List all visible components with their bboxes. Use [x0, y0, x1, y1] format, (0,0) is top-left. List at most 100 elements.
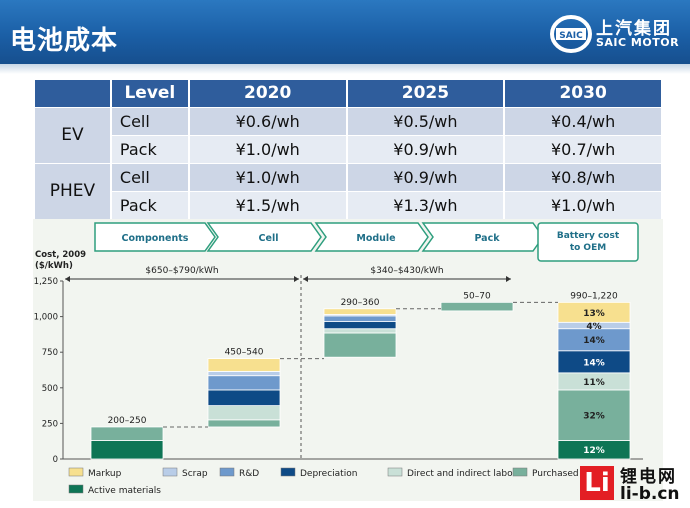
level-cell: Pack — [110, 134, 190, 163]
legend-label: Purchased parts — [532, 469, 605, 479]
table-row: Pack ¥1.0/wh ¥0.9/wh ¥0.7/wh — [35, 134, 663, 163]
table-row: Pack ¥1.5/wh ¥1.3/wh ¥1.0/wh — [35, 190, 663, 219]
bar-value-label: 50–70 — [463, 291, 491, 301]
y-axis-label: Cost, 2009 — [35, 250, 86, 260]
y-axis-label: ($/kWh) — [35, 261, 73, 271]
legend-swatch — [219, 467, 235, 477]
segment-percent-label: 32% — [583, 412, 605, 422]
bar-segment — [557, 389, 631, 441]
table-row: PHEV Cell ¥1.0/wh ¥0.9/wh ¥0.8/wh — [35, 162, 663, 219]
cost-cell: ¥1.3/wh — [346, 190, 506, 219]
cost-cell: ¥0.9/wh — [346, 134, 506, 163]
header-shade — [0, 64, 690, 74]
table-header-cell: 2020 — [188, 80, 348, 107]
legend-swatch — [387, 467, 403, 477]
level-cell: Cell — [110, 106, 190, 135]
level-cell: Cell — [110, 162, 190, 191]
legend-swatch — [162, 467, 178, 477]
bar-segment — [207, 389, 281, 407]
site-watermark: Li 锂电网 li-b.cn — [580, 462, 688, 506]
range-label: $650–$790/kWh — [145, 266, 218, 276]
segment-percent-label: 13% — [583, 309, 605, 319]
vehicle-type-cell: PHEV — [35, 162, 112, 219]
bar-value-label: 200–250 — [108, 416, 147, 426]
bar-segment — [323, 332, 397, 358]
cost-cell: ¥0.9/wh — [346, 162, 506, 191]
bar-segment — [323, 308, 397, 315]
cost-cell: ¥1.5/wh — [188, 190, 348, 219]
range-label: $340–$430/kWh — [370, 266, 443, 276]
bar-value-label: 290–360 — [341, 298, 380, 308]
stage-label: Components — [122, 233, 189, 244]
table-header-cell: 2030 — [504, 80, 663, 107]
bar-segment — [440, 301, 514, 312]
cost-cell: ¥0.6/wh — [188, 106, 348, 135]
bar-segment — [90, 426, 164, 441]
table-header-cell: Level — [110, 80, 190, 107]
y-tick-label: 0 — [53, 455, 58, 465]
cost-cell: ¥0.7/wh — [504, 134, 663, 163]
segment-percent-label: 4% — [586, 322, 601, 332]
legend-swatch — [280, 467, 296, 477]
table-header-cell: 2025 — [346, 80, 506, 107]
stage-arrow — [314, 222, 429, 252]
stage-label: Module — [356, 233, 395, 244]
bar-segment — [207, 371, 281, 377]
bar-value-label: 990–1,220 — [570, 291, 618, 301]
slide-header: 电池成本 SAIC 上汽集团 SAIC MOTOR — [0, 0, 690, 64]
legend-label: Depreciation — [300, 469, 357, 479]
watermark-text-cn: 锂电网 — [620, 467, 677, 487]
bar-segment — [207, 419, 281, 428]
segment-percent-label: 11% — [583, 378, 605, 388]
company-logo: SAIC 上汽集团 SAIC MOTOR — [550, 14, 686, 54]
segment-percent-label: 12% — [583, 446, 605, 456]
level-cell: Pack — [110, 190, 190, 219]
bar-segment — [207, 375, 281, 391]
page-title: 电池成本 — [10, 26, 119, 56]
cost-cell: ¥0.5/wh — [346, 106, 506, 135]
bar-segment — [207, 405, 281, 421]
stage-label: to OEM — [570, 243, 606, 253]
y-tick-label: 1,250 — [34, 277, 58, 287]
bar-segment — [323, 315, 397, 322]
cost-cell: ¥1.0/wh — [188, 162, 348, 191]
cost-cell: ¥1.0/wh — [188, 134, 348, 163]
stage-arrow — [94, 222, 216, 252]
table-row: EV Cell ¥0.6/wh ¥0.5/wh ¥0.4/wh — [35, 106, 663, 163]
stage-label: Pack — [474, 233, 500, 244]
stage-box — [537, 222, 639, 262]
legend-label: R&D — [239, 469, 259, 479]
watermark-logo-badge: Li — [580, 466, 614, 500]
legend-label: Markup — [88, 469, 122, 479]
segment-percent-label: 14% — [583, 358, 605, 368]
bar-segment — [207, 358, 281, 372]
battery-cost-table: Level 2020 2025 2030 EV Cell ¥0.6/wh ¥0.… — [35, 80, 663, 219]
bar-value-label: 450–540 — [225, 348, 264, 358]
cost-cell: ¥0.8/wh — [504, 162, 663, 191]
stage-label: Battery cost — [557, 231, 620, 241]
bar-segment — [323, 321, 397, 330]
legend-label: Direct and indirect labor — [407, 469, 517, 479]
vehicle-type-cell: EV — [35, 106, 112, 163]
watermark-text-en: li-b.cn — [620, 484, 680, 504]
legend-swatch — [68, 484, 84, 494]
y-tick-label: 1,000 — [34, 313, 58, 323]
table-header-cell — [35, 80, 112, 107]
range-arrowhead — [294, 276, 299, 282]
logo-text-cn: 上汽集团 — [596, 19, 672, 39]
stage-label: Cell — [259, 233, 279, 244]
legend-label: Scrap — [182, 469, 208, 479]
battery-cost-waterfall-chart: Components Cell Module Pack Battery cost to O… — [34, 222, 643, 496]
range-arrowhead — [506, 276, 511, 282]
range-arrowhead — [303, 276, 308, 282]
stage-arrow — [421, 222, 544, 252]
segment-percent-label: 14% — [583, 336, 605, 346]
range-arrowhead — [65, 276, 70, 282]
cost-cell: ¥0.4/wh — [504, 106, 663, 135]
bar-segment — [557, 301, 631, 323]
y-tick-label: 500 — [42, 384, 58, 394]
stage-arrow — [206, 222, 322, 252]
y-tick-label: 250 — [42, 419, 58, 429]
svg-text:SAIC: SAIC — [559, 31, 583, 41]
legend-label: Active materials — [88, 486, 161, 496]
